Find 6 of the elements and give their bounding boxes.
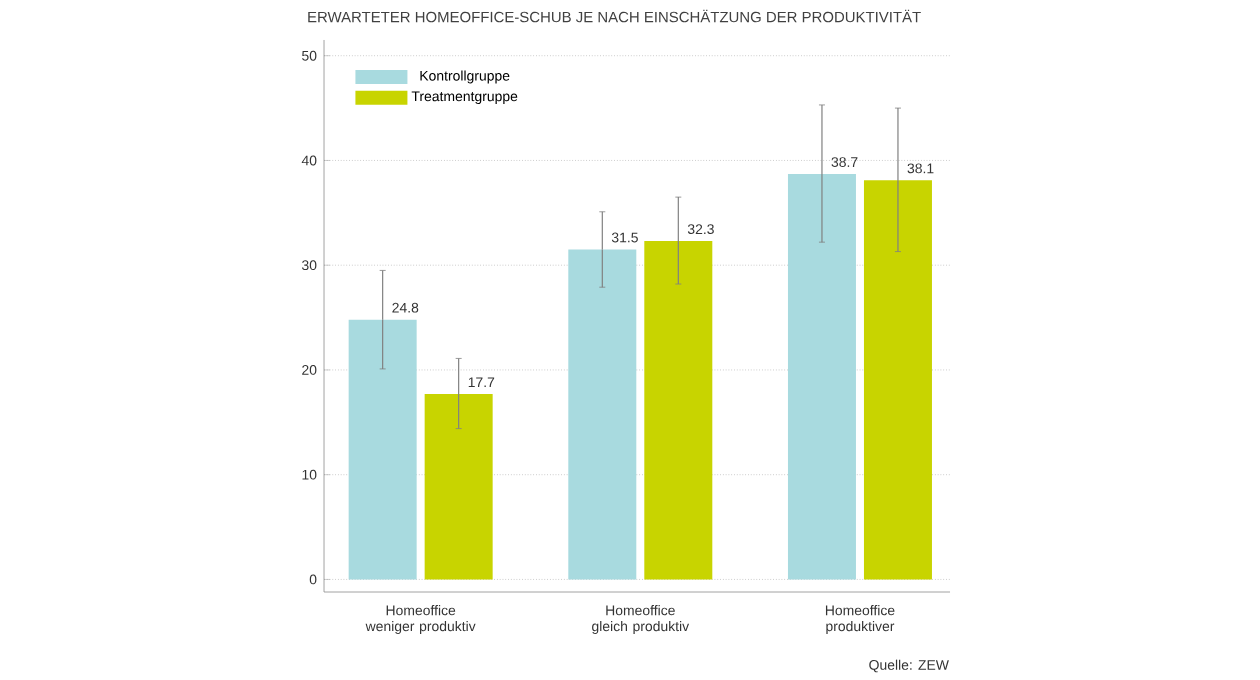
bar — [644, 241, 713, 580]
bar — [568, 249, 637, 580]
bar — [863, 180, 932, 580]
bar — [348, 319, 417, 580]
bar — [787, 174, 856, 580]
bar — [424, 394, 493, 580]
